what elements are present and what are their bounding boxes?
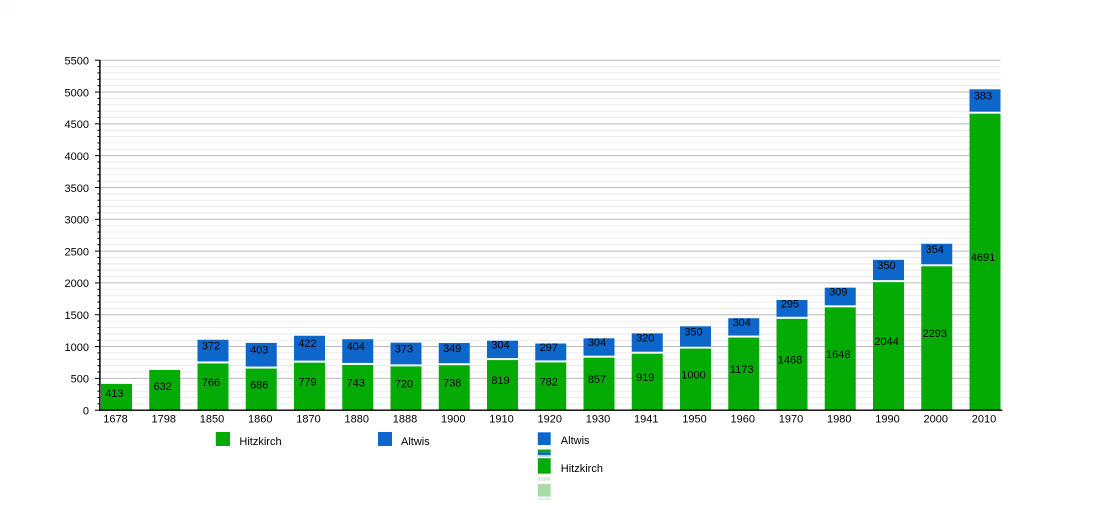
svg-text:373: 373	[395, 344, 413, 356]
svg-text:1000: 1000	[65, 342, 89, 354]
svg-text:320: 320	[636, 333, 654, 345]
svg-text:5000: 5000	[65, 87, 89, 99]
svg-text:686: 686	[250, 379, 268, 391]
svg-text:1500: 1500	[65, 310, 89, 322]
svg-text:1941: 1941	[634, 413, 658, 425]
svg-text:632: 632	[154, 381, 172, 393]
svg-text:372: 372	[202, 341, 220, 353]
svg-text:349: 349	[443, 343, 461, 355]
svg-text:779: 779	[298, 376, 316, 388]
svg-text:500: 500	[71, 374, 89, 386]
svg-text:2000: 2000	[924, 413, 948, 425]
svg-text:Hitzkirch: Hitzkirch	[561, 463, 603, 475]
svg-text:404: 404	[347, 341, 365, 353]
svg-text:309: 309	[829, 287, 847, 299]
svg-text:1648: 1648	[826, 349, 850, 361]
svg-text:304: 304	[491, 339, 509, 351]
svg-text:350: 350	[877, 260, 895, 272]
svg-text:2044: 2044	[874, 336, 898, 348]
svg-text:1678: 1678	[103, 413, 127, 425]
svg-text:1880: 1880	[345, 413, 369, 425]
svg-text:304: 304	[733, 317, 751, 329]
svg-text:857: 857	[588, 374, 606, 386]
svg-text:2000: 2000	[65, 278, 89, 290]
svg-text:3000: 3000	[65, 215, 89, 227]
svg-text:4000: 4000	[65, 151, 89, 163]
svg-text:0: 0	[83, 406, 89, 418]
svg-text:1888: 1888	[393, 413, 417, 425]
svg-text:Hitzkirch: Hitzkirch	[239, 436, 281, 448]
svg-text:1990: 1990	[875, 413, 899, 425]
svg-text:1870: 1870	[296, 413, 320, 425]
svg-text:1860: 1860	[248, 413, 272, 425]
svg-text:1960: 1960	[731, 413, 755, 425]
svg-text:819: 819	[491, 375, 509, 387]
svg-text:1930: 1930	[586, 413, 610, 425]
svg-text:1850: 1850	[200, 413, 224, 425]
svg-text:383: 383	[974, 91, 992, 103]
svg-text:919: 919	[636, 372, 654, 384]
svg-text:743: 743	[347, 378, 365, 390]
svg-text:3500: 3500	[65, 183, 89, 195]
svg-text:4691: 4691	[971, 252, 995, 264]
svg-text:304: 304	[588, 337, 606, 349]
svg-text:2500: 2500	[65, 246, 89, 258]
svg-text:350: 350	[684, 326, 702, 338]
svg-text:1900: 1900	[441, 413, 465, 425]
svg-text:4500: 4500	[65, 119, 89, 131]
svg-text:1000: 1000	[681, 369, 705, 381]
svg-text:1920: 1920	[538, 413, 562, 425]
svg-text:5500: 5500	[65, 56, 89, 68]
svg-text:766: 766	[202, 377, 220, 389]
svg-text:720: 720	[395, 378, 413, 390]
svg-text:1798: 1798	[152, 413, 176, 425]
svg-text:782: 782	[540, 376, 558, 388]
svg-text:403: 403	[250, 345, 268, 357]
svg-text:1950: 1950	[682, 413, 706, 425]
svg-text:1910: 1910	[489, 413, 513, 425]
svg-text:1970: 1970	[779, 413, 803, 425]
svg-text:738: 738	[443, 378, 461, 390]
svg-text:413: 413	[105, 388, 123, 400]
svg-text:354: 354	[926, 244, 944, 256]
svg-text:422: 422	[298, 338, 316, 350]
svg-text:1468: 1468	[778, 354, 802, 366]
svg-text:1173: 1173	[730, 364, 754, 376]
svg-text:Altwis: Altwis	[561, 435, 590, 447]
svg-text:295: 295	[781, 298, 799, 310]
svg-text:297: 297	[540, 342, 558, 354]
svg-text:1980: 1980	[827, 413, 851, 425]
svg-text:2293: 2293	[923, 328, 947, 340]
svg-text:2010: 2010	[972, 413, 996, 425]
svg-text:Altwis: Altwis	[401, 436, 430, 448]
